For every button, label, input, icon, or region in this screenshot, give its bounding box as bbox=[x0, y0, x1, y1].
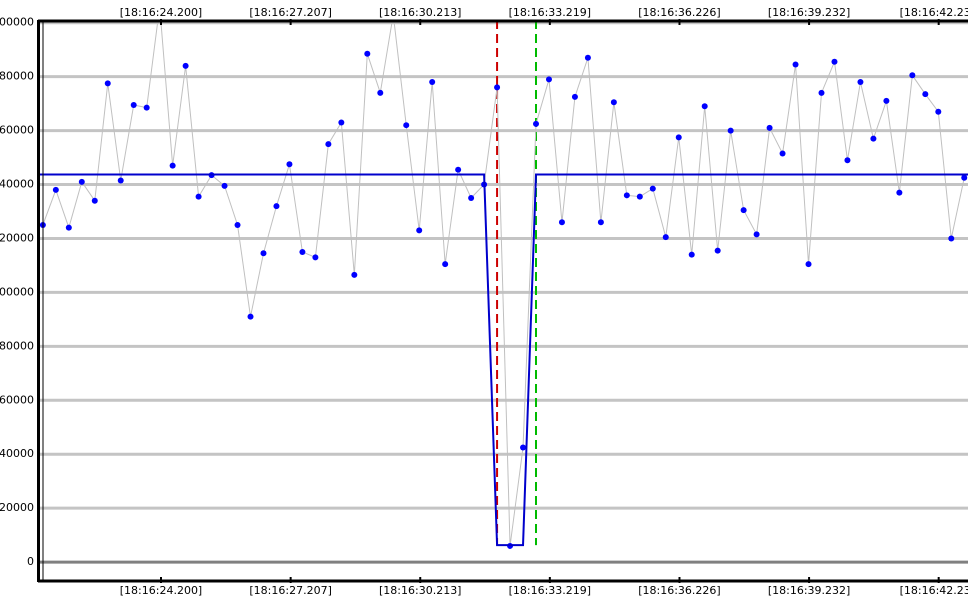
data-point bbox=[455, 166, 462, 173]
data-point bbox=[221, 182, 228, 189]
data-point bbox=[883, 97, 890, 104]
data-point bbox=[325, 141, 332, 148]
data-point bbox=[403, 122, 410, 129]
data-point bbox=[429, 79, 436, 86]
data-point bbox=[286, 161, 293, 168]
data-point bbox=[558, 219, 565, 226]
data-point bbox=[623, 192, 630, 199]
data-point bbox=[844, 157, 851, 164]
data-point bbox=[857, 79, 864, 86]
data-point bbox=[649, 185, 656, 192]
data-point bbox=[714, 247, 721, 254]
data-point bbox=[104, 80, 111, 87]
data-point bbox=[52, 186, 59, 193]
x-tick-label: [18:16:36.226] bbox=[638, 6, 720, 19]
x-tick-label: [18:16:33.219] bbox=[509, 584, 591, 597]
data-point bbox=[831, 58, 838, 65]
data-point bbox=[338, 119, 345, 126]
data-point bbox=[727, 127, 734, 134]
y-tick-label: 60000 bbox=[0, 393, 34, 406]
data-point bbox=[169, 162, 176, 169]
data-point bbox=[740, 207, 747, 214]
x-tick-label: [18:16:24.200] bbox=[120, 6, 202, 19]
data-point bbox=[364, 50, 371, 57]
data-point bbox=[662, 234, 669, 241]
data-point bbox=[520, 444, 527, 451]
data-point bbox=[948, 235, 955, 242]
data-point bbox=[377, 89, 384, 96]
data-point bbox=[195, 193, 202, 200]
data-point bbox=[494, 84, 501, 91]
data-point bbox=[610, 99, 617, 106]
data-point bbox=[182, 62, 189, 69]
x-tick-label: [18:16:39.232] bbox=[768, 584, 850, 597]
data-point bbox=[468, 195, 475, 202]
data-point bbox=[91, 197, 98, 204]
data-point bbox=[247, 313, 254, 320]
data-point bbox=[533, 120, 540, 127]
y-tick-label: 200000 bbox=[0, 16, 34, 29]
data-point bbox=[416, 227, 423, 234]
data-point bbox=[312, 254, 319, 261]
data-point bbox=[571, 93, 578, 100]
x-tick-label: [18:16:24.200] bbox=[120, 584, 202, 597]
data-point bbox=[234, 221, 241, 228]
y-tick-label: 140000 bbox=[0, 178, 34, 191]
data-point bbox=[753, 231, 760, 238]
y-tick-label: 20000 bbox=[0, 501, 34, 514]
data-point bbox=[545, 76, 552, 83]
data-point bbox=[701, 103, 708, 110]
data-point bbox=[584, 54, 591, 61]
data-point bbox=[779, 150, 786, 157]
series-line bbox=[38, 173, 968, 547]
data-point bbox=[143, 104, 150, 111]
y-tick-label: 0 bbox=[27, 555, 34, 568]
data-point bbox=[130, 101, 137, 108]
x-tick-label: [18:16:33.219] bbox=[509, 6, 591, 19]
data-point bbox=[922, 91, 929, 98]
data-point bbox=[909, 72, 916, 79]
data-point bbox=[299, 248, 306, 255]
data-point bbox=[78, 178, 85, 185]
data-point bbox=[766, 124, 773, 131]
y-tick-label: 80000 bbox=[0, 339, 34, 352]
y-tick-label: 120000 bbox=[0, 231, 34, 244]
data-point bbox=[688, 251, 695, 258]
y-tick-label: 40000 bbox=[0, 447, 34, 460]
x-tick-label: [18:16:27.207] bbox=[249, 584, 331, 597]
data-point bbox=[117, 177, 124, 184]
data-point bbox=[896, 189, 903, 196]
data-point bbox=[65, 224, 72, 231]
y-tick-label: 160000 bbox=[0, 124, 34, 137]
data-point bbox=[636, 193, 643, 200]
data-point bbox=[935, 108, 942, 115]
data-point bbox=[792, 61, 799, 68]
data-point bbox=[870, 135, 877, 142]
x-tick-label: [18:16:42.238 bbox=[900, 584, 968, 597]
data-point bbox=[961, 174, 968, 181]
data-point bbox=[351, 271, 358, 278]
y-tick-label: 100000 bbox=[0, 285, 34, 298]
data-point bbox=[442, 261, 449, 268]
data-point bbox=[597, 219, 604, 226]
x-tick-label: [18:16:30.213] bbox=[379, 6, 461, 19]
x-tick-label: [18:16:30.213] bbox=[379, 584, 461, 597]
y-tick-label: 180000 bbox=[0, 70, 34, 83]
x-tick-label: [18:16:39.232] bbox=[768, 6, 850, 19]
data-point bbox=[273, 203, 280, 210]
data-point bbox=[675, 134, 682, 141]
x-tick-label: [18:16:27.207] bbox=[249, 6, 331, 19]
data-point bbox=[818, 89, 825, 96]
data-point bbox=[805, 261, 812, 268]
data-point bbox=[260, 250, 267, 257]
x-tick-label: [18:16:36.226] bbox=[638, 584, 720, 597]
x-tick-label: [18:16:42.238 bbox=[900, 6, 968, 19]
